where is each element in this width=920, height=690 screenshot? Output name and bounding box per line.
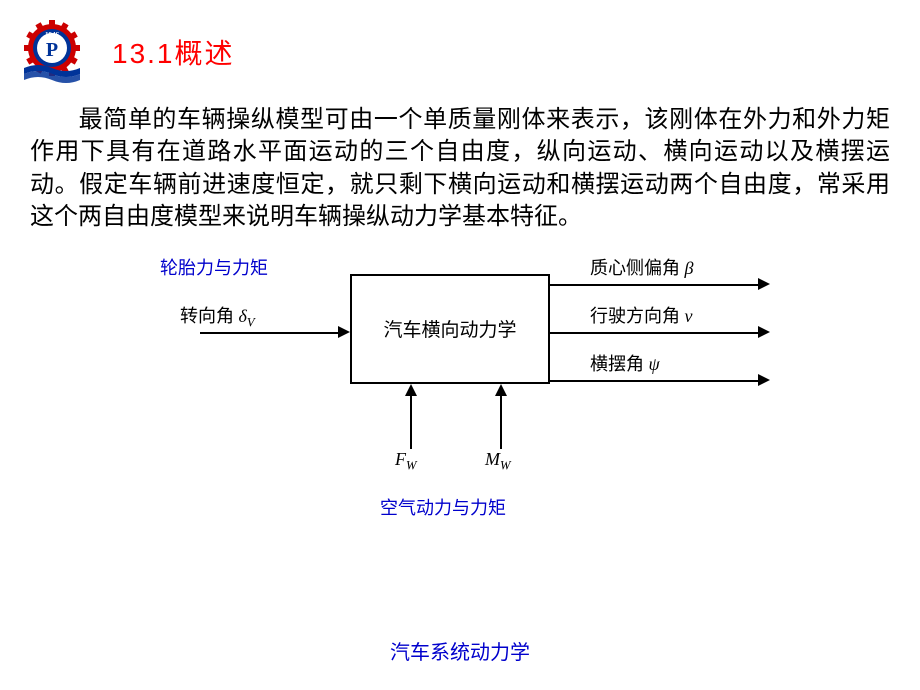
svg-text:1946: 1946 (45, 31, 60, 39)
arrow-out-3-head (758, 374, 770, 386)
system-box-label: 汽车横向动力学 (383, 315, 516, 342)
bottom-m-label: MW (485, 449, 511, 474)
output-2-label: 行驶方向角 ν (590, 302, 693, 328)
input-left-symbol: δ (239, 306, 247, 326)
output-3-symbol: ψ (649, 354, 660, 374)
arrow-out-1-head (758, 278, 770, 290)
system-box: 汽车横向动力学 (350, 274, 550, 384)
input-left-text: 转向角 (180, 306, 234, 326)
bottom-f-sub: W (406, 458, 417, 472)
svg-text:P: P (46, 39, 58, 61)
input-top-label: 轮胎力与力矩 (160, 254, 268, 280)
paragraph-text: 最简单的车辆操纵模型可由一个单质量刚体来表示，该刚体在外力和外力矩作用下具有在道… (30, 107, 890, 230)
bottom-f-label: FW (395, 449, 417, 474)
output-1-label: 质心侧偏角 β (590, 254, 693, 280)
arrow-out-2-head (758, 326, 770, 338)
paragraph: 最简单的车辆操纵模型可由一个单质量刚体来表示，该刚体在外力和外力矩作用下具有在道… (0, 94, 920, 234)
arrow-left (200, 332, 340, 334)
arrow-up-f (410, 394, 412, 449)
section-title: 13.1概述 (112, 32, 235, 72)
block-diagram: 轮胎力与力矩 转向角 δV 汽车横向动力学 质心侧偏角 β 行驶方向角 ν 横摆… (120, 254, 800, 534)
output-1-text: 质心侧偏角 (590, 258, 680, 278)
logo: 1946 P (20, 20, 84, 84)
output-3-text: 横摆角 (590, 354, 644, 374)
bottom-f-symbol: F (395, 449, 406, 469)
output-2-text: 行驶方向角 (590, 306, 680, 326)
input-left-sub: V (247, 315, 255, 329)
arrow-up-f-head (405, 384, 417, 396)
arrow-up-m (500, 394, 502, 449)
arrow-out-3 (550, 380, 760, 382)
arrow-out-1 (550, 284, 760, 286)
input-left-label: 转向角 δV (180, 302, 255, 331)
output-3-label: 横摆角 ψ (590, 350, 660, 376)
arrow-up-m-head (495, 384, 507, 396)
bottom-label: 空气动力与力矩 (380, 494, 506, 520)
output-1-symbol: β (685, 258, 694, 278)
output-2-symbol: ν (685, 306, 693, 326)
footer: 汽车系统动力学 (0, 636, 920, 665)
section-number: 13.1 (112, 38, 175, 69)
section-name: 概述 (175, 38, 235, 69)
arrow-out-2 (550, 332, 760, 334)
arrow-left-head (338, 326, 350, 338)
bottom-m-symbol: M (485, 449, 500, 469)
bottom-m-sub: W (500, 458, 511, 472)
header: 1946 P 13.1概述 (0, 0, 920, 94)
